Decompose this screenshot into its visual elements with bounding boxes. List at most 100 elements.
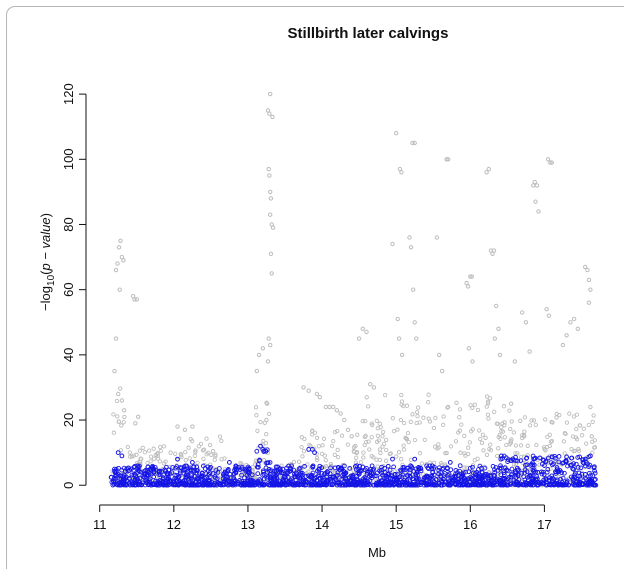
blue-point xyxy=(257,477,262,482)
blue-point xyxy=(516,482,521,488)
blue-point xyxy=(351,482,357,487)
gray-point xyxy=(548,466,553,472)
gray-point xyxy=(591,413,596,418)
y-ticks: 0 20 40 60 80 100 120 xyxy=(61,83,86,489)
blue-point xyxy=(513,470,519,476)
gray-point xyxy=(522,429,527,434)
gray-point xyxy=(492,336,497,341)
blue-point xyxy=(470,481,475,487)
gray-point xyxy=(151,446,156,451)
blue-point xyxy=(125,465,131,471)
x-tick-label: 15 xyxy=(389,517,403,532)
gray-point xyxy=(453,439,459,444)
gray-point xyxy=(111,430,117,435)
blue-point xyxy=(146,482,151,488)
blue-point xyxy=(578,476,583,482)
gray-point xyxy=(113,336,119,341)
gray-point xyxy=(360,418,365,424)
gray-point xyxy=(268,251,274,257)
blue-point xyxy=(112,469,118,474)
blue-point xyxy=(513,475,519,480)
gray-point xyxy=(268,196,274,201)
blue-point xyxy=(203,475,209,480)
gray-point xyxy=(470,359,475,364)
gray-point xyxy=(422,437,427,443)
blue-point xyxy=(127,482,133,488)
gray-point xyxy=(533,422,538,427)
blue-point xyxy=(270,482,276,488)
gray-point xyxy=(426,416,431,421)
blue-point xyxy=(161,482,166,488)
blue-point xyxy=(539,461,545,467)
blue-point xyxy=(477,478,482,484)
blue-point xyxy=(328,465,333,471)
gray-point xyxy=(508,438,513,444)
gray-point xyxy=(312,430,317,435)
gray-point xyxy=(122,408,127,413)
blue-point xyxy=(319,465,325,471)
gray-point xyxy=(491,248,497,253)
blue-point xyxy=(482,473,488,479)
blue-point xyxy=(539,471,545,477)
blue-point xyxy=(466,476,472,482)
blue-point xyxy=(169,470,175,475)
blue-point xyxy=(194,470,200,476)
blue-point xyxy=(503,482,509,488)
gray-point xyxy=(254,413,259,418)
blue-point xyxy=(362,474,368,480)
blue-point xyxy=(182,480,188,486)
blue-point xyxy=(564,480,569,486)
blue-point xyxy=(492,470,498,475)
gray-point xyxy=(444,450,449,456)
blue-point xyxy=(179,481,185,487)
gray-point xyxy=(266,336,271,341)
blue-point xyxy=(127,468,132,473)
blue-point xyxy=(526,477,531,482)
gray-point xyxy=(301,449,307,454)
gray-point xyxy=(268,342,273,348)
blue-point xyxy=(491,472,497,478)
gray-point xyxy=(210,449,216,454)
gray-point xyxy=(323,463,329,469)
gray-point xyxy=(314,455,320,461)
blue-point xyxy=(531,467,537,473)
gray-point xyxy=(417,451,423,456)
gray-point xyxy=(375,433,381,438)
blue-point xyxy=(318,481,324,486)
blue-point xyxy=(314,477,320,483)
blue-point xyxy=(391,464,396,470)
blue-point xyxy=(302,464,307,469)
gray-point xyxy=(590,439,595,444)
gray-point xyxy=(380,444,385,449)
y-axis-title: −log10(p − value) xyxy=(38,213,57,311)
gray-point xyxy=(207,442,213,448)
blue-point xyxy=(205,481,211,487)
blue-point xyxy=(508,474,514,480)
blue-point xyxy=(147,466,153,472)
blue-point xyxy=(143,467,149,473)
gray-point xyxy=(472,402,478,407)
gray-point xyxy=(463,453,468,458)
blue-point xyxy=(155,482,161,488)
gray-point xyxy=(147,448,152,453)
blue-point xyxy=(446,471,452,477)
blue-point xyxy=(239,464,245,470)
gray-point xyxy=(355,432,360,437)
blue-point xyxy=(163,468,169,474)
gray-point xyxy=(134,452,139,457)
blue-point xyxy=(461,481,466,486)
blue-point xyxy=(573,461,579,467)
blue-point xyxy=(591,465,597,471)
gray-point xyxy=(121,420,126,425)
blue-point xyxy=(415,472,421,478)
gray-point xyxy=(353,443,358,449)
blue-point xyxy=(428,482,434,488)
blue-point xyxy=(576,481,581,486)
gray-point xyxy=(116,391,121,397)
gray-point xyxy=(239,462,244,467)
gray-point xyxy=(306,388,311,393)
blue-point xyxy=(202,466,208,471)
blue-point xyxy=(402,478,407,483)
blue-point xyxy=(165,472,171,478)
blue-point xyxy=(366,481,372,487)
